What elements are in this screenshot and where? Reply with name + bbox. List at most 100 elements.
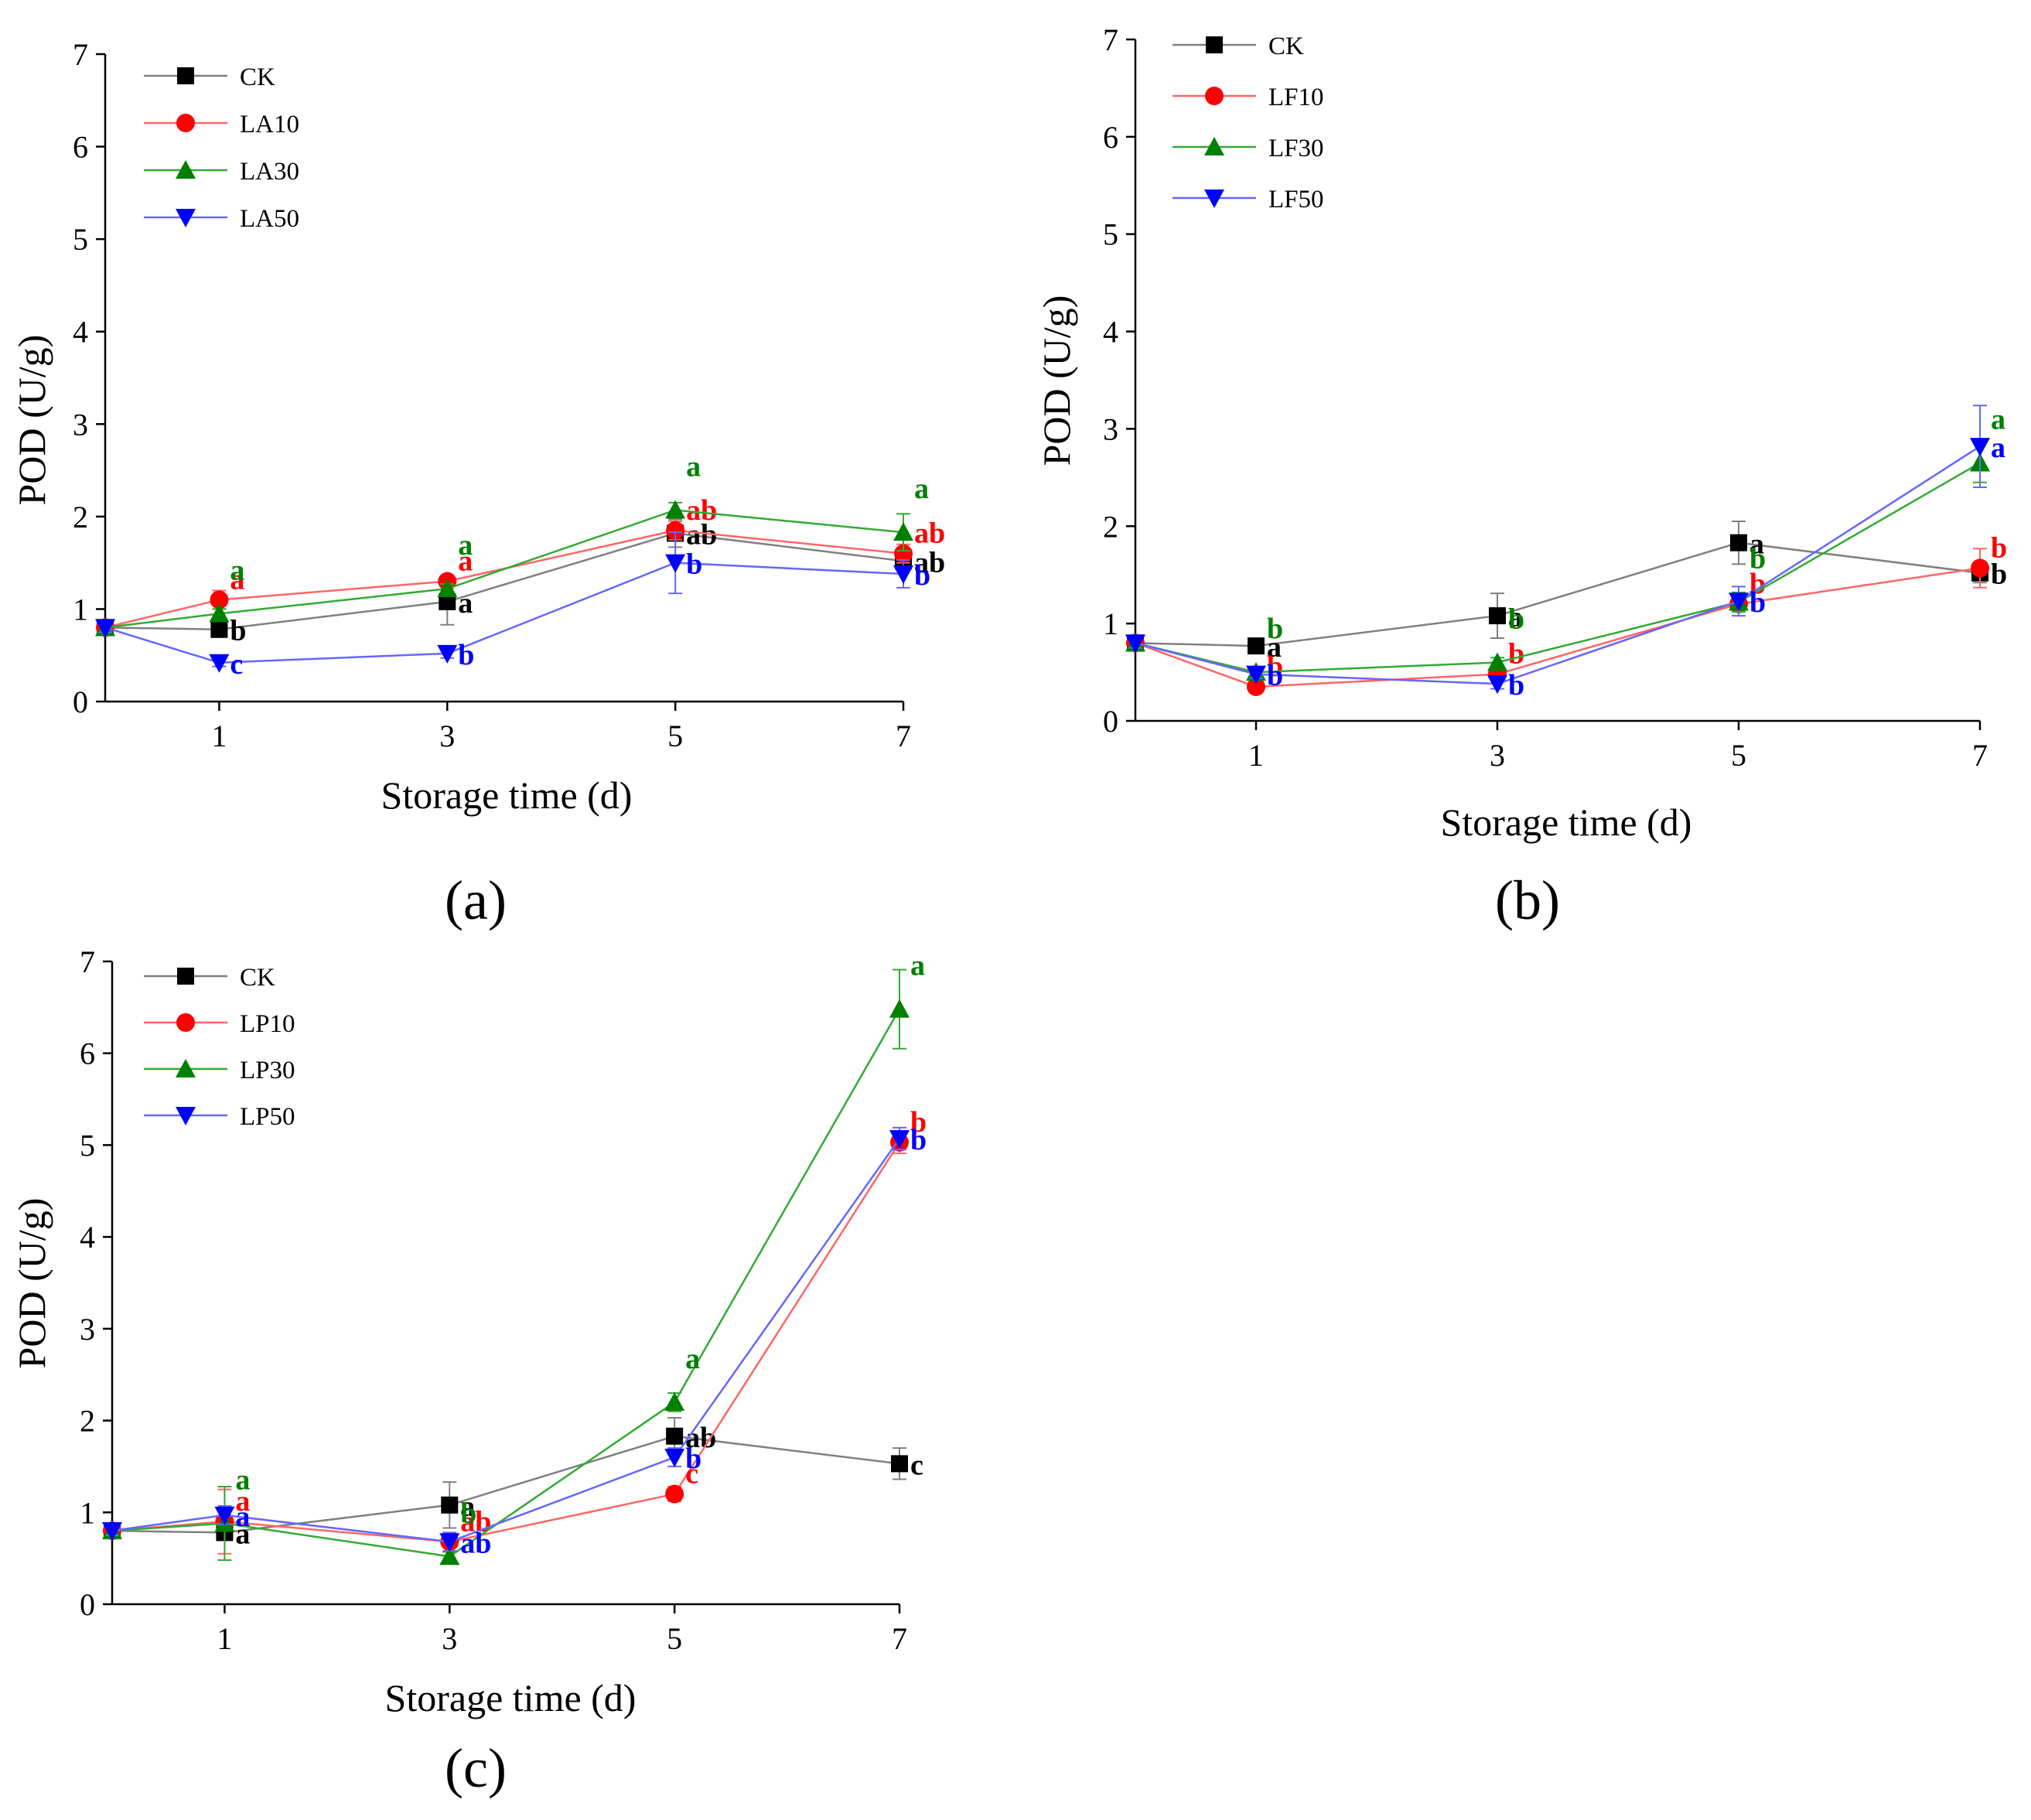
data-point	[437, 644, 458, 664]
significance-label: a	[1749, 528, 1764, 561]
y-tick-label: 0	[80, 1587, 95, 1622]
x-tick-label: 7	[892, 1621, 907, 1656]
y-tick-label: 2	[1103, 509, 1118, 544]
data-point	[209, 603, 230, 623]
data-point	[1489, 607, 1506, 625]
y-tick-label: 2	[80, 1404, 95, 1439]
data-point	[1970, 438, 1990, 457]
data-point	[665, 554, 686, 573]
data-point	[210, 590, 229, 610]
x-tick-label: 1	[217, 1621, 232, 1656]
significance-label: b	[685, 1443, 701, 1475]
y-tick-label: 0	[1103, 704, 1118, 739]
legend-marker	[176, 114, 195, 132]
significance-label: b	[686, 548, 702, 581]
data-point	[441, 1496, 459, 1514]
significance-label: a	[235, 1464, 250, 1497]
y-tick-label: 2	[73, 500, 88, 534]
significance-label: b	[1749, 542, 1766, 575]
series-line	[1135, 541, 1981, 647]
x-axis-title: Storage time (d)	[385, 1676, 637, 1719]
series-line	[111, 1138, 901, 1543]
significance-label: a	[458, 529, 473, 562]
series-LF50: b bba	[1125, 405, 2005, 702]
y-tick-label: 1	[73, 592, 88, 627]
significance-label: b	[910, 1106, 927, 1139]
y-tick-label: 6	[80, 1036, 95, 1071]
legend-label: LA10	[240, 111, 299, 138]
data-point	[439, 1533, 460, 1552]
y-tick-label: 5	[80, 1128, 95, 1163]
significance-label: ab	[460, 1527, 491, 1559]
data-point	[214, 1506, 235, 1525]
panel-label: (c)	[445, 1737, 507, 1799]
y-tick-label: 7	[73, 37, 88, 72]
x-axis-title: Storage time (d)	[1441, 801, 1692, 844]
legend-marker	[1205, 87, 1224, 105]
x-tick-label: 3	[1490, 738, 1505, 773]
significance-label: b	[1749, 586, 1766, 619]
significance-label: a	[458, 545, 473, 578]
y-tick-label: 7	[80, 944, 95, 979]
legend-label: LP10	[240, 1010, 295, 1038]
significance-label: a	[686, 450, 701, 483]
data-point	[1487, 675, 1507, 695]
significance-label: b	[1267, 613, 1283, 645]
data-point	[102, 1522, 122, 1542]
legend-marker	[176, 160, 196, 179]
data-point	[889, 1130, 910, 1149]
significance-label: ab	[914, 546, 945, 579]
x-tick-label: 1	[1248, 738, 1264, 773]
series-line	[111, 1142, 901, 1543]
legend-label: CK	[240, 964, 275, 992]
legend-marker	[177, 67, 194, 84]
data-point	[1125, 634, 1145, 654]
x-tick-label: 1	[211, 719, 227, 753]
data-point	[666, 1427, 684, 1445]
legend-marker	[176, 1013, 195, 1032]
significance-label: a	[458, 587, 473, 620]
significance-label: a	[1267, 631, 1282, 664]
y-axis-title: POD (U/g)	[1035, 295, 1078, 466]
significance-label: b	[1991, 558, 2007, 591]
y-axis-title: POD (U/g)	[10, 1198, 53, 1369]
data-point	[1246, 665, 1266, 685]
significance-label: a	[1991, 403, 2005, 435]
data-point	[893, 522, 913, 541]
legend-label: CK	[1268, 32, 1304, 60]
legend-marker	[1204, 190, 1224, 208]
significance-label: ab	[914, 517, 945, 550]
significance-label: a	[460, 1490, 475, 1523]
y-axis-title: POD (U/g)	[10, 335, 53, 506]
significance-label: c	[685, 1458, 698, 1490]
y-tick-label: 4	[80, 1220, 95, 1255]
series-LP30: ab a a	[102, 950, 925, 1566]
significance-label: b	[1991, 531, 2007, 564]
data-point	[665, 500, 686, 519]
x-tick-label: 7	[1972, 738, 1988, 773]
data-point	[1247, 677, 1265, 696]
data-point	[95, 619, 115, 638]
significance-label: c	[910, 1449, 923, 1481]
y-tick-label: 0	[73, 685, 88, 719]
legend-marker	[1204, 137, 1224, 155]
significance-label: a	[1991, 432, 2005, 464]
legend-label: LP30	[240, 1057, 295, 1084]
significance-label: a	[914, 473, 929, 505]
data-point	[1730, 534, 1747, 551]
y-tick-label: 3	[1103, 411, 1118, 446]
significance-label: a	[230, 554, 244, 586]
legend: CK LP10 LP30 LP50	[144, 964, 295, 1131]
chart-panel-b: 0 1 2 3 4 5 6 7 1 3 5 7 Storage time (d) POD (U/g) (b)…	[1035, 22, 2007, 931]
significance-label: c	[230, 648, 243, 681]
legend-label: LA50	[240, 205, 299, 233]
legend-label: LP50	[240, 1103, 295, 1131]
data-point	[209, 654, 230, 673]
legend: CK LF10 LF30 LF50	[1173, 32, 1324, 213]
x-tick-label: 5	[1731, 738, 1746, 773]
y-tick-label: 1	[1103, 606, 1118, 641]
legend-label: LF10	[1268, 84, 1324, 111]
